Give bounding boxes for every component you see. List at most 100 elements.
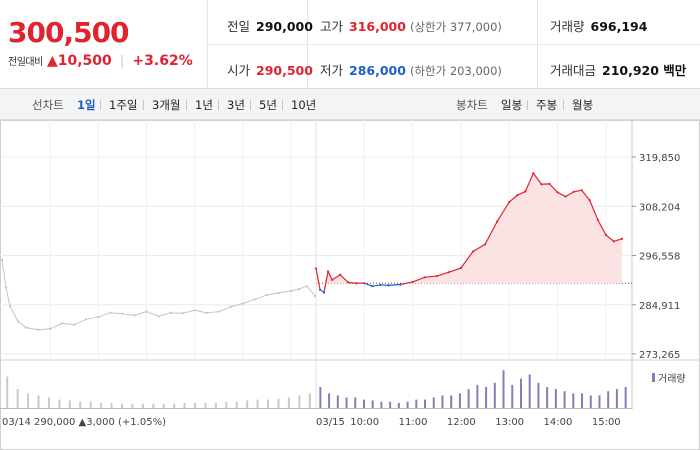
price-box: 300,500 전일대비 ▲10,500 | +3.62% [0,0,208,88]
volume-bar [598,395,601,408]
price-point [205,311,208,314]
price-point [133,314,136,317]
price-segment [581,189,591,201]
y-tick-label: 273,265 [639,350,680,361]
price-point [604,233,607,237]
price-point [459,266,463,270]
prev-day-line [1,259,316,331]
price-point [399,283,402,286]
price-point [326,270,330,273]
x-tick-label: 11:00 [399,417,428,428]
price-segment [460,251,474,269]
price-point [318,288,322,291]
volume-bar [450,395,453,408]
tab-3y[interactable]: 3년 [227,98,245,112]
volume-bar [581,393,584,408]
volume-bar [537,382,540,408]
tab-separator [143,100,144,110]
price-point [305,285,309,288]
price-segment [496,201,510,222]
volume-bar [235,401,238,408]
volume-bar [528,374,531,408]
price-segment [565,191,574,198]
price-segment [327,271,333,281]
tab-1d[interactable]: 1일 [77,98,96,112]
volume-bar [162,403,165,408]
price-point [157,315,160,318]
stat-value: 696,194 [590,19,648,34]
price-point [580,189,583,192]
price-point [16,320,20,323]
price-point [0,258,4,262]
volume-bar [441,395,444,408]
volume-bar [389,401,392,408]
volume-bar [467,389,470,408]
price-segment [605,234,615,242]
tab-separator [527,100,528,110]
volume-bar [354,397,357,408]
price-point [588,199,591,202]
tab-separator [186,100,187,110]
volume-bar [563,391,566,408]
stat-open: 시가 290,500 [227,60,313,79]
price-area-fill [316,173,622,284]
volume-bar [287,397,290,408]
x-tick-label: 13:00 [495,417,524,428]
stat-prev-close: 전일 290,000 [227,16,313,35]
price-point [572,190,575,193]
price-segment [573,189,582,193]
price-point [371,285,374,288]
chart-frame [0,120,700,450]
price-point [596,218,599,221]
price-point [289,289,293,292]
stat-turnover: 거래대금 210,920 백만 [550,60,686,79]
price-point [297,288,301,291]
stat-label: 고가 [320,19,344,34]
price-point [339,273,342,276]
tab-daily-candle[interactable]: 일봉 [501,98,523,112]
current-price: 300,500 [8,16,130,49]
volume-bar [624,387,627,408]
volume-bar [554,389,557,408]
price-segment [412,276,425,283]
price-segment [557,191,566,198]
volume-bars [6,370,627,408]
stat-label: 저가 [320,63,344,78]
price-point [532,172,535,175]
volume-bar [173,403,176,408]
y-tick-label: 284,911 [639,301,680,312]
volume-bar [204,402,207,408]
stat-label: 거래대금 [550,63,597,78]
tab-monthly-candle[interactable]: 월봉 [572,98,594,112]
price-point [524,190,527,193]
price-point [8,305,12,308]
stat-volume: 거래량 696,194 [550,16,647,35]
tab-10y[interactable]: 10년 [291,98,317,112]
price-segment [589,200,599,221]
tab-1y[interactable]: 1년 [195,98,213,112]
stat-label: 시가 [227,63,251,78]
price-point [109,311,112,314]
volume-bar [214,402,217,408]
price-point [447,271,450,274]
axis-labels: 319,850 308,204 296,558 284,911 273,265 거래량 03… [2,153,686,428]
tab-5y[interactable]: 5년 [259,98,277,112]
stat-low: 저가 286,000 (하한가 203,000) [320,60,502,79]
price-segment [331,274,341,281]
x-tick-label: 10:00 [350,417,379,428]
tab-3m[interactable]: 3개월 [152,98,181,112]
volume-bar [362,399,365,408]
change-value: ▲10,500 [46,53,112,69]
stats-row-divider [208,44,700,45]
volume-bar [397,402,400,408]
tab-1w[interactable]: 1주일 [109,98,138,112]
tab-weekly-candle[interactable]: 주봉 [536,98,558,112]
tab-separator [282,100,283,110]
volume-bar [58,399,61,408]
stat-sub: (하한가 203,000) [409,64,502,78]
volume-bar [345,397,348,408]
volume-bar [16,389,19,408]
stat-label: 전일 [227,19,251,34]
price-point [61,322,64,325]
price-point [85,318,88,321]
